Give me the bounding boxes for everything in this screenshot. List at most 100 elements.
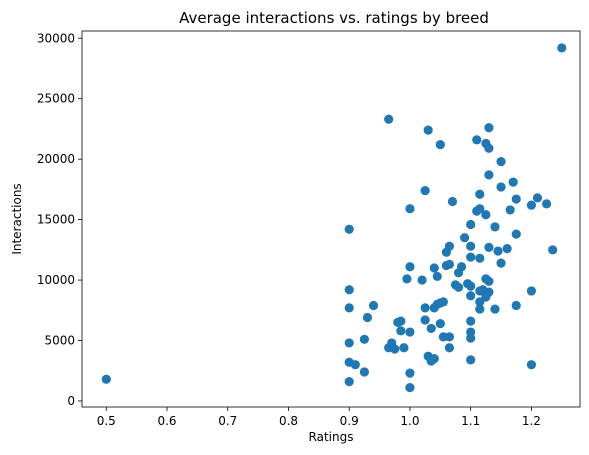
data-point bbox=[475, 189, 485, 199]
chart-title: Average interactions vs. ratings by bree… bbox=[179, 9, 489, 27]
y-tick-label: 0 bbox=[67, 394, 75, 408]
data-point bbox=[511, 194, 521, 204]
data-point bbox=[405, 204, 415, 214]
data-point bbox=[359, 367, 370, 377]
x-axis-label: Ratings bbox=[309, 430, 354, 444]
data-point bbox=[466, 219, 476, 230]
data-point bbox=[526, 200, 537, 210]
data-point bbox=[505, 205, 515, 215]
data-point bbox=[444, 241, 455, 251]
data-point bbox=[526, 286, 537, 296]
y-tick-label: 5000 bbox=[44, 334, 75, 348]
data-point bbox=[384, 114, 394, 124]
data-point bbox=[429, 354, 439, 364]
data-point bbox=[484, 276, 494, 286]
data-point bbox=[368, 300, 379, 311]
x-tick-label: 1.1 bbox=[461, 414, 480, 428]
data-point bbox=[481, 210, 491, 220]
data-point bbox=[359, 334, 370, 344]
data-point bbox=[484, 143, 494, 153]
y-tick-label: 20000 bbox=[37, 152, 75, 166]
data-point bbox=[475, 253, 485, 263]
data-point bbox=[444, 343, 455, 353]
y-axis: 0 5000 10000 15000 20000 25000 30000 bbox=[37, 31, 82, 408]
data-point bbox=[444, 332, 455, 342]
x-axis: 0.5 0.6 0.7 0.8 0.9 1.0 1.1 1.2 bbox=[97, 407, 541, 428]
data-point bbox=[426, 323, 436, 334]
y-tick-label: 25000 bbox=[37, 92, 75, 106]
data-point bbox=[496, 156, 506, 167]
data-point bbox=[435, 318, 445, 329]
data-point bbox=[466, 316, 476, 326]
data-points bbox=[101, 43, 567, 393]
data-point bbox=[405, 383, 415, 393]
data-point bbox=[362, 312, 373, 323]
x-tick-label: 0.9 bbox=[340, 414, 359, 428]
x-tick-label: 0.8 bbox=[279, 414, 298, 428]
data-point bbox=[466, 252, 476, 262]
y-tick-label: 30000 bbox=[37, 31, 75, 45]
data-point bbox=[496, 182, 506, 192]
data-point bbox=[435, 140, 445, 150]
data-point bbox=[390, 344, 400, 354]
data-point bbox=[466, 355, 476, 365]
data-point bbox=[438, 297, 448, 307]
data-point bbox=[420, 185, 430, 196]
data-point bbox=[466, 333, 476, 343]
data-point bbox=[432, 271, 442, 282]
data-point bbox=[344, 224, 354, 234]
data-point bbox=[405, 262, 415, 272]
data-point bbox=[511, 300, 521, 311]
data-point bbox=[548, 245, 558, 255]
data-point bbox=[490, 304, 500, 314]
data-point bbox=[101, 374, 111, 384]
data-point bbox=[526, 360, 537, 370]
data-point bbox=[344, 377, 354, 387]
data-point bbox=[475, 204, 485, 214]
data-point bbox=[402, 274, 412, 284]
data-point bbox=[350, 360, 360, 370]
data-point bbox=[460, 233, 470, 243]
data-point bbox=[344, 338, 354, 348]
data-point bbox=[396, 326, 406, 336]
data-point bbox=[475, 304, 485, 314]
data-point bbox=[532, 193, 543, 203]
y-tick-label: 10000 bbox=[37, 273, 75, 287]
data-point bbox=[466, 291, 476, 301]
data-point bbox=[396, 316, 406, 326]
data-point bbox=[484, 242, 494, 253]
data-point bbox=[502, 244, 512, 254]
x-tick-label: 1.2 bbox=[522, 414, 541, 428]
data-point bbox=[423, 125, 433, 135]
data-point bbox=[541, 199, 552, 209]
data-point bbox=[557, 43, 567, 53]
data-point bbox=[456, 262, 467, 272]
data-point bbox=[344, 303, 354, 313]
data-point bbox=[420, 315, 430, 325]
data-point bbox=[466, 241, 476, 251]
x-tick-label: 0.6 bbox=[157, 414, 176, 428]
data-point bbox=[493, 246, 503, 256]
data-point bbox=[484, 123, 494, 133]
y-tick-label: 15000 bbox=[37, 213, 75, 227]
data-point bbox=[417, 275, 427, 285]
plot-frame bbox=[81, 30, 581, 408]
data-point bbox=[496, 258, 506, 268]
x-tick-label: 0.7 bbox=[218, 414, 237, 428]
data-point bbox=[508, 177, 518, 187]
data-point bbox=[484, 170, 494, 180]
data-point bbox=[453, 282, 464, 292]
data-point bbox=[490, 222, 500, 232]
data-point bbox=[429, 263, 439, 273]
data-point bbox=[405, 327, 415, 337]
data-point bbox=[444, 259, 455, 269]
data-point bbox=[484, 287, 494, 297]
data-point bbox=[399, 343, 409, 353]
data-point bbox=[472, 135, 482, 145]
y-axis-label: Interactions bbox=[10, 183, 24, 254]
x-tick-label: 1.0 bbox=[400, 414, 419, 428]
data-point bbox=[511, 229, 521, 239]
data-point bbox=[420, 303, 430, 313]
data-point bbox=[447, 196, 458, 207]
